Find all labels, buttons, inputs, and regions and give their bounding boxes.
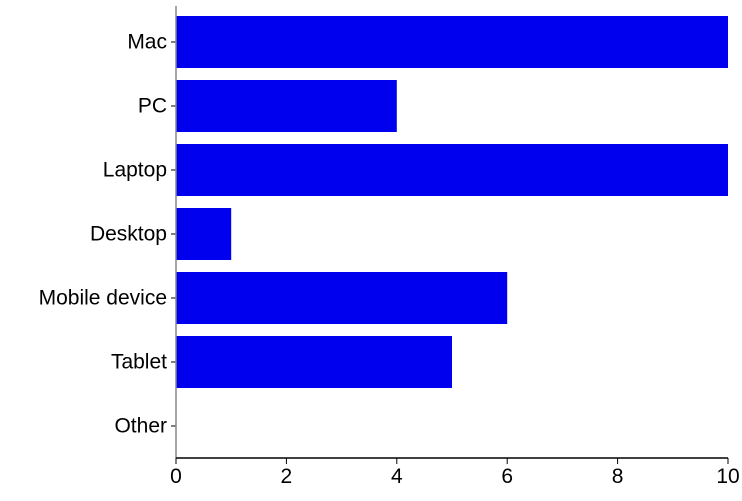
y-tick-label-mobile-device: Mobile device	[39, 287, 167, 310]
y-tick-label-pc: PC	[138, 95, 167, 118]
x-tick-label-8: 8	[612, 465, 624, 488]
x-axis: 0 2 4 6 8 10	[170, 457, 740, 488]
y-axis: Mac PC Laptop Desktop Mobile device Tablet Oth…	[39, 6, 177, 458]
x-tick-label-2: 2	[281, 465, 293, 488]
y-tick-label-other: Other	[114, 415, 167, 438]
y-tick-label-mac: Mac	[127, 31, 167, 54]
x-tick-label-6: 6	[501, 465, 513, 488]
y-tick-label-desktop: Desktop	[90, 223, 167, 246]
y-tick-label-tablet: Tablet	[111, 351, 167, 374]
y-tick-label-laptop: Laptop	[103, 159, 167, 182]
bar-desktop	[176, 208, 232, 260]
bar-mac	[176, 16, 728, 68]
bar-tablet	[176, 336, 452, 388]
x-tick-label-4: 4	[391, 465, 403, 488]
bar-mobile-device	[176, 272, 508, 324]
bars-layer	[176, 16, 728, 388]
bar-pc	[176, 80, 397, 132]
bar-laptop	[176, 144, 728, 196]
x-tick-label-0: 0	[170, 465, 182, 488]
x-tick-label-10: 10	[716, 465, 739, 488]
